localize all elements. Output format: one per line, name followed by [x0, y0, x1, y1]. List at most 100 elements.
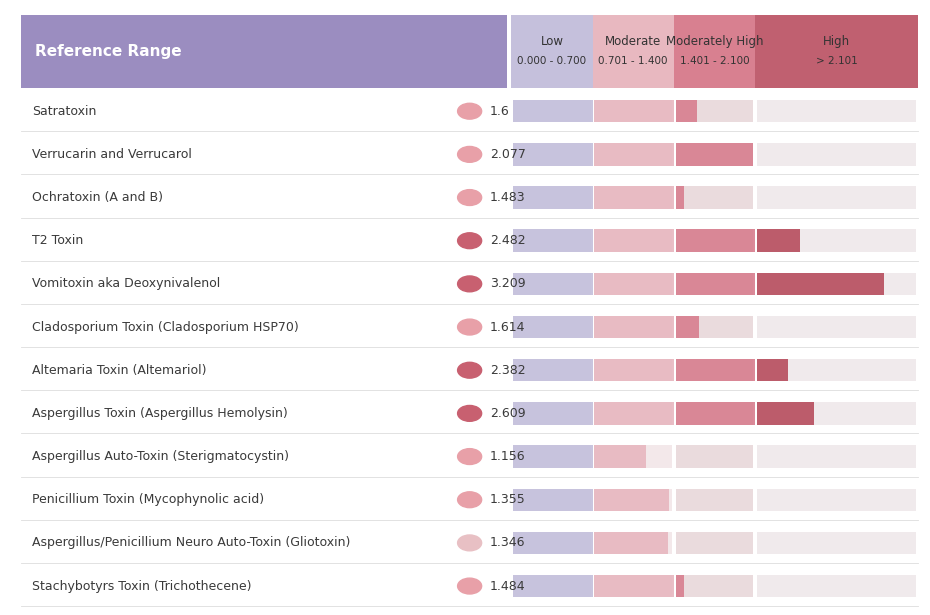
Bar: [594, 402, 674, 424]
Bar: [513, 272, 591, 295]
Bar: [513, 143, 592, 165]
Bar: [757, 186, 916, 208]
Bar: [676, 316, 698, 338]
Text: 2.482: 2.482: [490, 234, 525, 247]
Bar: [594, 532, 668, 554]
Bar: [594, 359, 672, 381]
Bar: [513, 402, 592, 424]
Circle shape: [458, 103, 482, 119]
Circle shape: [458, 448, 482, 464]
Text: > 2.101: > 2.101: [816, 57, 857, 66]
Bar: [757, 272, 916, 295]
Bar: [594, 402, 672, 424]
Bar: [513, 575, 591, 597]
Bar: [757, 229, 916, 252]
Text: Cladosporium Toxin (Cladosporium HSP70): Cladosporium Toxin (Cladosporium HSP70): [33, 320, 299, 333]
Text: 1.483: 1.483: [490, 191, 525, 204]
Bar: [513, 229, 592, 252]
Circle shape: [458, 319, 482, 335]
Bar: [757, 229, 800, 252]
Bar: [676, 575, 753, 597]
Bar: [513, 532, 592, 554]
Bar: [757, 488, 916, 511]
Text: 1.355: 1.355: [490, 493, 525, 506]
Text: T2 Toxin: T2 Toxin: [33, 234, 84, 247]
Bar: [757, 445, 916, 468]
Text: 1.6: 1.6: [490, 105, 510, 117]
Bar: [594, 186, 672, 208]
Bar: [594, 532, 672, 554]
Bar: [676, 229, 755, 252]
Circle shape: [458, 146, 482, 162]
Bar: [594, 575, 672, 597]
Circle shape: [458, 276, 482, 292]
Text: 1.401 - 2.100: 1.401 - 2.100: [680, 57, 750, 66]
Bar: [676, 272, 753, 295]
Text: Aspergillus/Penicillium Neuro Auto-Toxin (Gliotoxin): Aspergillus/Penicillium Neuro Auto-Toxin…: [33, 536, 351, 549]
Text: High: High: [823, 35, 850, 49]
Bar: [757, 316, 916, 338]
Bar: [676, 488, 753, 511]
Bar: [594, 488, 672, 511]
Bar: [594, 316, 672, 338]
Bar: [757, 359, 788, 381]
Bar: [513, 100, 591, 122]
Bar: [594, 445, 672, 468]
Bar: [513, 316, 591, 338]
Circle shape: [458, 405, 482, 421]
Bar: [757, 402, 916, 424]
Bar: [676, 186, 753, 208]
Circle shape: [458, 233, 482, 248]
Bar: [757, 272, 884, 295]
Bar: [594, 229, 674, 252]
Bar: [755, 15, 918, 88]
Bar: [594, 359, 674, 381]
Text: Verrucarin and Verrucarol: Verrucarin and Verrucarol: [33, 148, 193, 161]
Bar: [594, 272, 674, 295]
Bar: [512, 15, 592, 88]
Text: 3.209: 3.209: [490, 277, 525, 290]
Text: 0.000 - 0.700: 0.000 - 0.700: [517, 57, 587, 66]
Bar: [513, 229, 591, 252]
Bar: [594, 272, 672, 295]
Bar: [757, 532, 916, 554]
Bar: [676, 143, 752, 165]
Text: Vomitoxin aka Deoxynivalenol: Vomitoxin aka Deoxynivalenol: [33, 277, 220, 290]
Circle shape: [458, 362, 482, 378]
Bar: [594, 100, 672, 122]
Circle shape: [458, 492, 482, 507]
Bar: [757, 575, 916, 597]
Bar: [594, 445, 645, 468]
Bar: [513, 100, 592, 122]
Text: Stachybotyrs Toxin (Trichothecene): Stachybotyrs Toxin (Trichothecene): [33, 579, 252, 593]
Bar: [594, 143, 672, 165]
Bar: [676, 100, 698, 122]
Bar: [757, 402, 815, 424]
Bar: [594, 143, 674, 165]
Text: 2.077: 2.077: [490, 148, 525, 161]
Text: Altemaria Toxin (Altemariol): Altemaria Toxin (Altemariol): [33, 363, 206, 377]
Text: Moderately High: Moderately High: [666, 35, 764, 49]
Bar: [513, 186, 592, 208]
Text: Aspergillus Auto-Toxin (Sterigmatocystin): Aspergillus Auto-Toxin (Sterigmatocystin…: [33, 450, 289, 463]
Bar: [513, 488, 592, 511]
Bar: [676, 359, 755, 381]
Bar: [676, 272, 755, 295]
Text: Penicillium Toxin (Mycophynolic acid): Penicillium Toxin (Mycophynolic acid): [33, 493, 264, 506]
Bar: [676, 445, 753, 468]
Bar: [513, 359, 591, 381]
Text: Aspergillus Toxin (Aspergillus Hemolysin): Aspergillus Toxin (Aspergillus Hemolysin…: [33, 407, 288, 420]
Bar: [513, 316, 592, 338]
Text: Reference Range: Reference Range: [35, 44, 181, 59]
Text: 0.701 - 1.400: 0.701 - 1.400: [599, 57, 668, 66]
Bar: [676, 575, 684, 597]
Bar: [676, 402, 755, 424]
Bar: [513, 575, 592, 597]
Bar: [757, 359, 916, 381]
Bar: [513, 445, 592, 468]
Bar: [513, 445, 591, 468]
Bar: [676, 316, 753, 338]
Text: 2.609: 2.609: [490, 407, 525, 420]
Bar: [513, 488, 591, 511]
Text: 1.156: 1.156: [490, 450, 525, 463]
